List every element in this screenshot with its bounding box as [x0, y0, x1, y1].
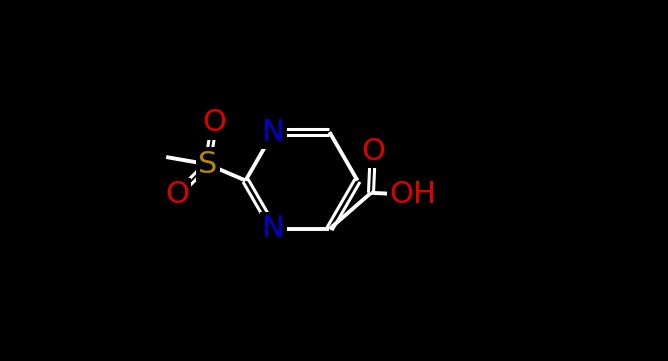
Text: N: N: [262, 118, 285, 147]
Text: O: O: [361, 137, 385, 166]
Text: O: O: [165, 180, 189, 209]
Text: OH: OH: [389, 180, 436, 209]
Text: N: N: [262, 214, 285, 243]
Text: O: O: [202, 108, 226, 137]
Text: S: S: [198, 150, 217, 179]
